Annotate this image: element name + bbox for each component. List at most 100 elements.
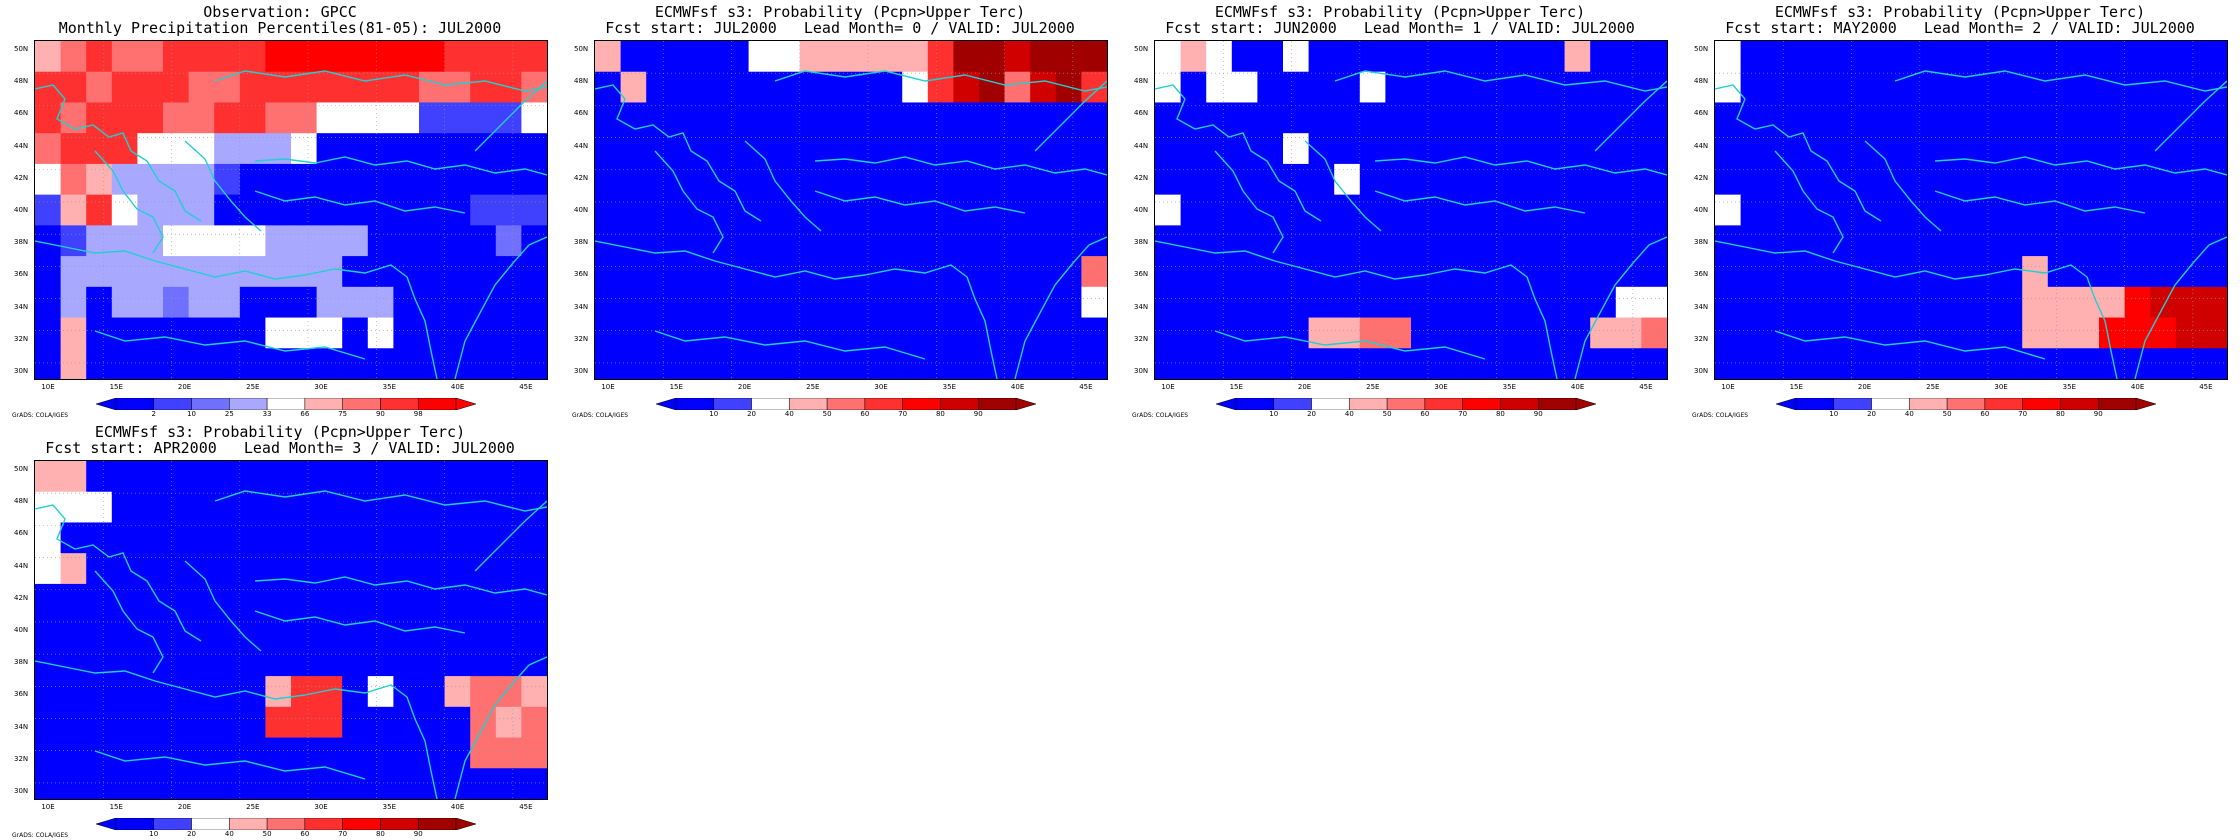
- grid-cell: [291, 286, 318, 319]
- lat-label: 38N: [14, 658, 29, 667]
- grid-cell: [1564, 102, 1591, 134]
- grid-cell: [1615, 194, 1642, 226]
- grid-cell: [1996, 133, 2023, 165]
- grid-cell: [239, 583, 266, 616]
- grid-cell: [214, 461, 241, 493]
- grid-cell: [470, 102, 497, 134]
- colorbar-swatch: [115, 398, 155, 410]
- grid-cell: [2201, 317, 2227, 349]
- grid-cell: [495, 461, 522, 493]
- coastline: [1034, 80, 1107, 152]
- colorbar-swatch: [304, 398, 343, 410]
- grid-cell: [1180, 286, 1207, 319]
- grid-cell: [927, 41, 954, 73]
- grid-cell: [1641, 286, 1667, 319]
- grid-cell: [1868, 163, 1895, 196]
- grid-cell: [927, 71, 954, 103]
- panel-title: ECMWFsf s3: Probability (Pcpn>Upper Terc…: [654, 3, 1026, 21]
- lon-label: 30E: [314, 383, 328, 391]
- grid-cell: [1231, 71, 1258, 103]
- grid-cell: [851, 133, 878, 165]
- grid-cell: [1615, 133, 1642, 165]
- grid-cell: [1615, 348, 1642, 379]
- grid-cell: [111, 348, 138, 379]
- grid-cell: [1334, 41, 1361, 73]
- grid-cell: [393, 737, 420, 769]
- grid-cell: [2047, 256, 2074, 288]
- coastline: [1374, 190, 1586, 214]
- grid-cell: [111, 317, 138, 349]
- grid-cell: [444, 256, 471, 288]
- grid-cell: [1843, 133, 1870, 165]
- grid-cell: [671, 102, 698, 134]
- grid-cell: [214, 614, 241, 646]
- grid-cell: [2201, 225, 2227, 257]
- lat-label: 32N: [14, 334, 29, 343]
- grid-cell: [1740, 317, 1767, 349]
- grid-cell: [595, 41, 622, 73]
- grid-cell: [495, 256, 522, 288]
- grid-cell: [291, 768, 318, 799]
- grid-cell: [2073, 102, 2100, 134]
- grid-cell: [291, 583, 318, 616]
- grid-cell: [1971, 317, 1998, 349]
- panel-title: ECMWFsf s3: Probability (Pcpn>Upper Terc…: [1774, 3, 2146, 21]
- grid-cell: [1539, 163, 1566, 196]
- grid-cell: [1180, 317, 1207, 349]
- grid-cell: [902, 102, 929, 134]
- grid-cell: [163, 163, 190, 196]
- grid-cell: [1308, 71, 1335, 103]
- grid-cell: [444, 133, 471, 165]
- grid-cell: [1487, 133, 1514, 165]
- lon-label: 45E: [1079, 383, 1093, 391]
- grid-cell: [86, 102, 113, 134]
- grid-cell: [825, 41, 852, 73]
- grid-cell: [393, 583, 420, 616]
- grid-cell: [188, 317, 215, 349]
- grid-cell: [214, 194, 241, 226]
- colorbar-label: 2: [151, 410, 156, 418]
- grid-cell: [2099, 133, 2126, 165]
- grid-cell: [342, 461, 369, 493]
- grid-cell: [1740, 71, 1767, 103]
- grid-cell: [60, 163, 87, 196]
- grid-cell: [111, 491, 138, 523]
- lat-label: 44N: [14, 141, 29, 150]
- grid-cell: [953, 163, 980, 196]
- lat-label: 40N: [1694, 205, 1709, 214]
- grid-cell: [188, 491, 215, 523]
- grid-cell: [1513, 102, 1540, 134]
- grid-cell: [86, 256, 113, 288]
- grid-cell: [367, 163, 394, 196]
- coastline: [1864, 140, 1942, 232]
- grid-cell: [444, 706, 471, 739]
- grid-cell: [1436, 41, 1463, 73]
- map-area: [594, 40, 1108, 380]
- grid-cell: [1715, 317, 1742, 349]
- grid-cell: [393, 461, 420, 493]
- grid-cell: [1030, 286, 1057, 319]
- grid-cell: [927, 225, 954, 257]
- grid-cell: [646, 71, 673, 103]
- grid-cell: [2022, 41, 2049, 73]
- grid-cell: [163, 286, 190, 319]
- grid-cell: [163, 768, 190, 799]
- grid-cell: [137, 553, 164, 585]
- grid-cell: [188, 645, 215, 677]
- colorbar-label: 70: [1458, 410, 1468, 418]
- grid-cell: [444, 225, 471, 257]
- grid-cell: [470, 522, 497, 554]
- grid-cell: [111, 256, 138, 288]
- grid-cell: [748, 163, 775, 196]
- grid-cell: [1004, 348, 1031, 379]
- grid-cell: [419, 706, 446, 739]
- grid-cell: [470, 194, 497, 226]
- grid-cell: [291, 645, 318, 677]
- grid-cell: [620, 286, 647, 319]
- grid-cell: [1971, 225, 1998, 257]
- grid-cell: [1436, 102, 1463, 134]
- grid-cell: [188, 348, 215, 379]
- grid-cell: [35, 194, 62, 226]
- grid-cell: [825, 317, 852, 349]
- grid-cell: [2047, 71, 2074, 103]
